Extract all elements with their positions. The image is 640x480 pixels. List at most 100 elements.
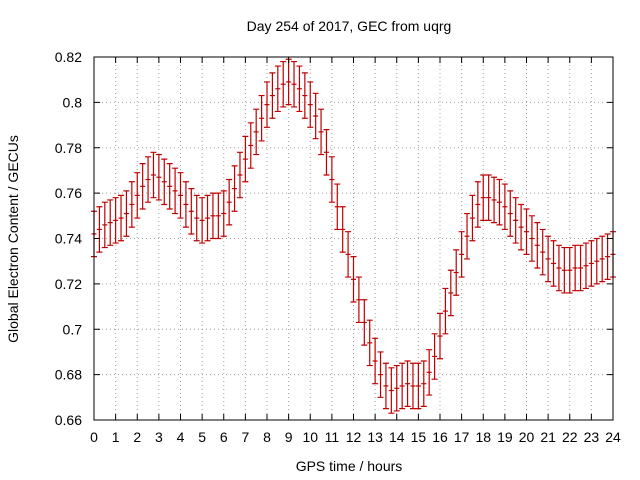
y-tick-label: 0.7 [63, 321, 83, 337]
data-point [350, 256, 357, 303]
data-point [204, 194, 211, 242]
data-point [312, 92, 319, 140]
data-point [328, 156, 335, 203]
data-point [388, 367, 395, 414]
y-axis-label: Global Electron Content / GECUs [5, 135, 21, 343]
data-point [112, 197, 119, 244]
x-tick-label: 5 [198, 429, 206, 445]
chart-title: Day 254 of 2017, GEC from uqrg [247, 18, 452, 34]
data-point [182, 181, 189, 228]
data-point [501, 183, 508, 231]
data-point [145, 156, 152, 203]
data-point [464, 212, 471, 260]
data-point [242, 135, 249, 183]
data-point [555, 244, 562, 292]
data-point [534, 222, 541, 269]
data-point [274, 65, 281, 113]
x-tick-label: 9 [285, 429, 293, 445]
x-tick-label: 12 [346, 429, 362, 445]
data-point [507, 190, 514, 237]
data-point [123, 190, 130, 237]
data-point [345, 231, 352, 278]
x-tick-label: 6 [220, 429, 228, 445]
x-tick-label: 13 [367, 429, 383, 445]
data-point [296, 65, 303, 113]
data-point [209, 192, 216, 240]
x-tick-label: 3 [155, 429, 163, 445]
data-point [474, 181, 481, 228]
data-point [193, 194, 200, 242]
data-point [161, 158, 168, 206]
data-point [572, 244, 579, 292]
x-tick-label: 11 [325, 429, 340, 445]
data-point [409, 362, 416, 410]
data-point [528, 215, 535, 262]
data-point [231, 165, 238, 212]
data-point [377, 351, 384, 398]
data-point [550, 240, 557, 287]
x-tick-label: 24 [605, 429, 621, 445]
data-point [101, 201, 108, 249]
data-point [172, 167, 179, 215]
x-tick-label: 22 [562, 429, 578, 445]
data-point [518, 203, 525, 251]
data-point [442, 287, 449, 335]
data-point [566, 246, 573, 294]
data-point [453, 249, 460, 296]
tick-marks [93, 56, 614, 421]
x-tick-labels: 0 1 2 3 4 5 6 7 8 9 10 11 12 13 14 15 16 17 18 19 20 21 22 23 24 [90, 429, 621, 445]
data-point [545, 235, 552, 283]
data-point [253, 108, 260, 156]
data-point [188, 187, 195, 235]
data-point [582, 242, 589, 290]
x-tick-label: 18 [475, 429, 491, 445]
data-point [177, 172, 184, 219]
data-point [458, 231, 465, 278]
data-point [334, 183, 341, 231]
data-point [539, 228, 546, 276]
data-points [91, 58, 616, 414]
x-tick-label: 4 [177, 429, 185, 445]
data-point [366, 319, 373, 367]
data-point [155, 153, 162, 201]
data-point [415, 362, 422, 410]
y-tick-label: 0.82 [55, 49, 82, 65]
data-point [307, 81, 314, 128]
y-tick-label: 0.78 [55, 140, 82, 156]
data-point [372, 337, 379, 385]
data-point [355, 276, 362, 324]
x-axis-label: GPS time / hours [296, 458, 403, 474]
data-point [447, 269, 454, 317]
data-point [420, 360, 427, 407]
data-point [139, 163, 146, 210]
data-point [469, 194, 476, 242]
data-point [404, 360, 411, 407]
data-point [107, 199, 114, 246]
x-tick-label: 8 [263, 429, 271, 445]
data-point [118, 194, 125, 242]
y-tick-label: 0.68 [55, 367, 82, 383]
data-point [588, 240, 595, 287]
data-point [399, 362, 406, 410]
data-point [199, 197, 206, 244]
data-point [393, 364, 400, 412]
data-point [226, 178, 233, 226]
data-point [318, 108, 325, 156]
x-tick-label: 10 [302, 429, 318, 445]
y-tick-label: 0.76 [55, 185, 82, 201]
y-tick-labels: 0.66 0.68 0.7 0.72 0.74 0.76 0.78 0.8 0.82 [55, 49, 82, 428]
data-point [426, 349, 433, 396]
y-tick-label: 0.74 [55, 231, 82, 247]
data-point [361, 299, 368, 346]
data-point [561, 246, 568, 294]
data-point [523, 208, 530, 255]
data-point [291, 60, 298, 108]
x-tick-label: 17 [454, 429, 470, 445]
x-tick-label: 0 [90, 429, 98, 445]
data-point [247, 122, 254, 169]
data-point [258, 94, 265, 142]
data-point [236, 151, 243, 199]
x-tick-label: 23 [584, 429, 600, 445]
data-point [215, 192, 222, 240]
